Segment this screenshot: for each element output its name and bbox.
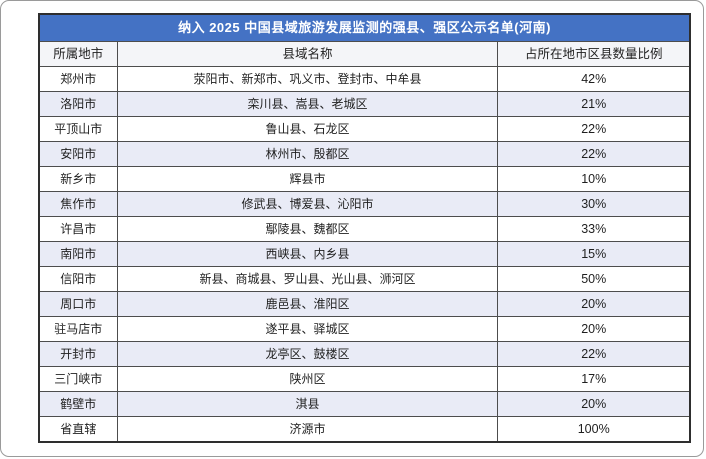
counties-cell: 遂平县、驿城区 xyxy=(116,316,499,342)
city-cell: 新乡市 xyxy=(38,166,118,192)
ratio-cell: 10% xyxy=(497,166,691,192)
counties-cell: 鲁山县、石龙区 xyxy=(116,116,499,142)
table-row: 开封市 龙亭区、鼓楼区 22% xyxy=(38,341,691,367)
table-row: 鹤壁市 淇县 20% xyxy=(38,391,691,417)
ratio-cell: 22% xyxy=(497,141,691,167)
table-row: 周口市 鹿邑县、淮阳区 20% xyxy=(38,291,691,317)
city-cell: 省直辖 xyxy=(38,416,118,443)
ratio-cell: 15% xyxy=(497,241,691,267)
counties-cell: 林州市、殷都区 xyxy=(116,141,499,167)
city-cell: 许昌市 xyxy=(38,216,118,242)
table-row: 平顶山市 鲁山县、石龙区 22% xyxy=(38,116,691,142)
counties-cell: 淇县 xyxy=(116,391,499,417)
counties-cell: 辉县市 xyxy=(116,166,499,192)
table-row: 洛阳市 栾川县、嵩县、老城区 21% xyxy=(38,91,691,117)
city-cell: 驻马店市 xyxy=(38,316,118,342)
counties-cell: 修武县、博爱县、沁阳市 xyxy=(116,191,499,217)
city-cell: 周口市 xyxy=(38,291,118,317)
ratio-cell: 20% xyxy=(497,391,691,417)
city-cell: 焦作市 xyxy=(38,191,118,217)
counties-cell: 西峡县、内乡县 xyxy=(116,241,499,267)
column-header-city: 所属地市 xyxy=(38,41,118,67)
table-row: 许昌市 鄢陵县、魏都区 33% xyxy=(38,216,691,242)
city-cell: 开封市 xyxy=(38,341,118,367)
ratio-cell: 22% xyxy=(497,116,691,142)
column-header-ratio: 占所在地市区县数量比例 xyxy=(497,41,691,67)
city-cell: 鹤壁市 xyxy=(38,391,118,417)
ratio-cell: 20% xyxy=(497,316,691,342)
table-row: 郑州市 荥阳市、新郑市、巩义市、登封市、中牟县 42% xyxy=(38,66,691,92)
city-cell: 平顶山市 xyxy=(38,116,118,142)
table-row: 安阳市 林州市、殷都区 22% xyxy=(38,141,691,167)
table-row: 焦作市 修武县、博爱县、沁阳市 30% xyxy=(38,191,691,217)
table-row: 驻马店市 遂平县、驿城区 20% xyxy=(38,316,691,342)
city-cell: 三门峡市 xyxy=(38,366,118,392)
ratio-cell: 50% xyxy=(497,266,691,292)
ratio-cell: 33% xyxy=(497,216,691,242)
table-body: 郑州市 荥阳市、新郑市、巩义市、登封市、中牟县 42% 洛阳市 栾川县、嵩县、老… xyxy=(38,66,691,443)
ratio-cell: 17% xyxy=(497,366,691,392)
city-cell: 南阳市 xyxy=(38,241,118,267)
table-header-row: 所属地市 县域名称 占所在地市区县数量比例 xyxy=(38,41,691,67)
city-cell: 郑州市 xyxy=(38,66,118,92)
counties-cell: 龙亭区、鼓楼区 xyxy=(116,341,499,367)
counties-cell: 新县、商城县、罗山县、光山县、浉河区 xyxy=(116,266,499,292)
ratio-cell: 20% xyxy=(497,291,691,317)
ratio-cell: 42% xyxy=(497,66,691,92)
city-cell: 安阳市 xyxy=(38,141,118,167)
table-container: 纳入 2025 中国县域旅游发展监测的强县、强区公示名单(河南) 所属地市 县域… xyxy=(38,13,691,443)
ratio-cell: 30% xyxy=(497,191,691,217)
counties-cell: 陕州区 xyxy=(116,366,499,392)
city-cell: 信阳市 xyxy=(38,266,118,292)
counties-cell: 济源市 xyxy=(116,416,499,443)
table-row: 信阳市 新县、商城县、罗山县、光山县、浉河区 50% xyxy=(38,266,691,292)
table-row: 新乡市 辉县市 10% xyxy=(38,166,691,192)
ratio-cell: 22% xyxy=(497,341,691,367)
table-title-row: 纳入 2025 中国县域旅游发展监测的强县、强区公示名单(河南) xyxy=(38,13,691,42)
counties-cell: 荥阳市、新郑市、巩义市、登封市、中牟县 xyxy=(116,66,499,92)
county-tourism-table: 纳入 2025 中国县域旅游发展监测的强县、强区公示名单(河南) 所属地市 县域… xyxy=(38,13,691,443)
counties-cell: 鄢陵县、魏都区 xyxy=(116,216,499,242)
city-cell: 洛阳市 xyxy=(38,91,118,117)
counties-cell: 栾川县、嵩县、老城区 xyxy=(116,91,499,117)
table-row: 南阳市 西峡县、内乡县 15% xyxy=(38,241,691,267)
column-header-counties: 县域名称 xyxy=(116,41,499,67)
ratio-cell: 21% xyxy=(497,91,691,117)
ratio-cell: 100% xyxy=(497,416,691,443)
counties-cell: 鹿邑县、淮阳区 xyxy=(116,291,499,317)
table-title: 纳入 2025 中国县域旅游发展监测的强县、强区公示名单(河南) xyxy=(38,13,691,42)
table-row: 三门峡市 陕州区 17% xyxy=(38,366,691,392)
table-row: 省直辖 济源市 100% xyxy=(38,416,691,443)
